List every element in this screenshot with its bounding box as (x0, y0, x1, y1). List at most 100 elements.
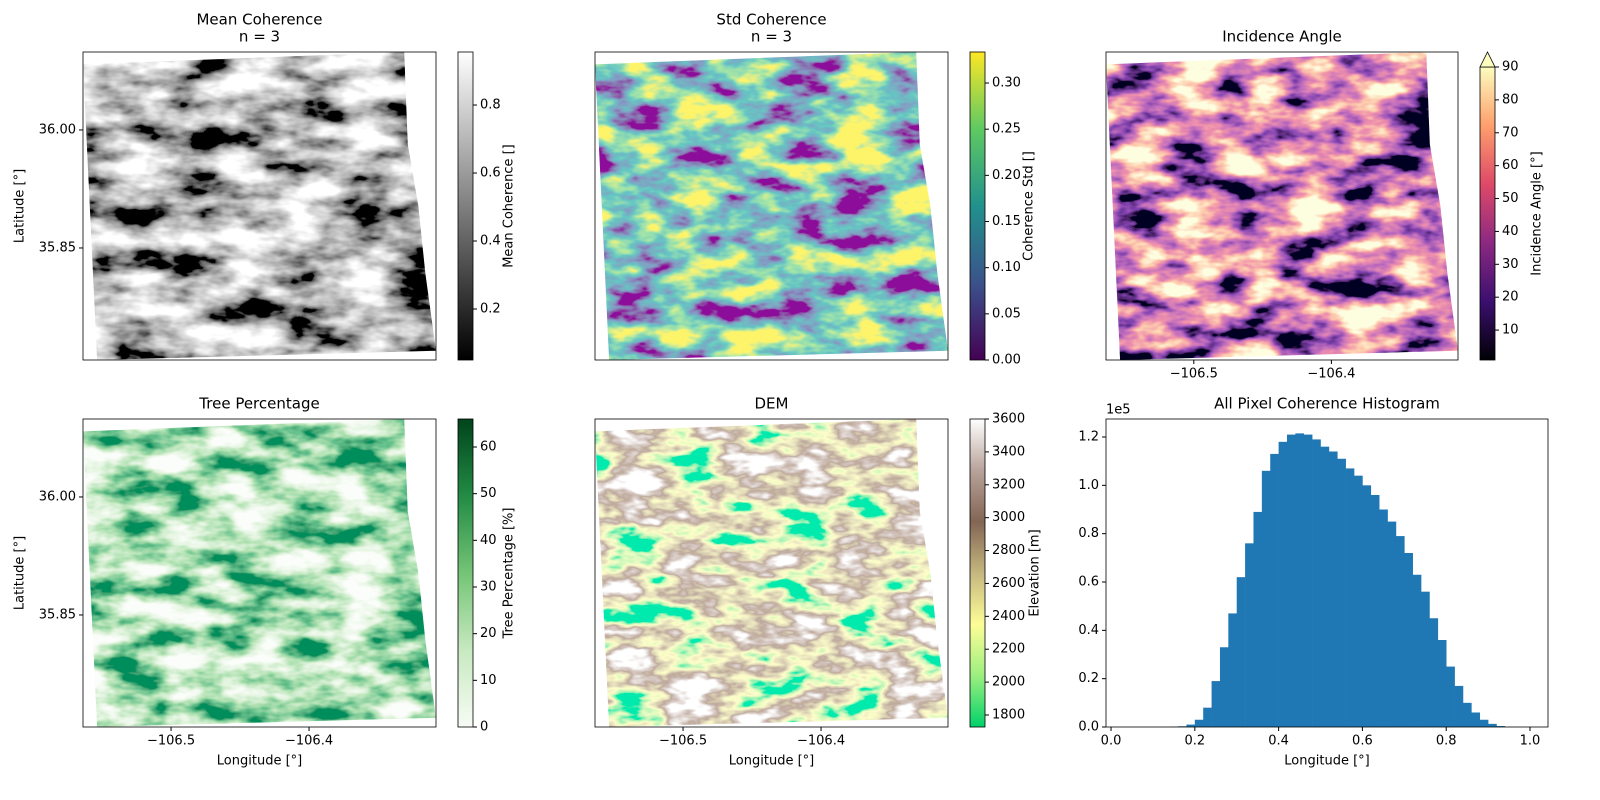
colorbar-tick-label: 50 (1502, 191, 1519, 206)
colorbar-tick-label: 0.8 (480, 98, 501, 113)
colorbar-label: Mean Coherence [] (502, 144, 517, 268)
histogram-bar (1303, 434, 1313, 727)
colorbar-tick-label: 0.4 (480, 234, 501, 249)
histogram-bar (1278, 441, 1288, 727)
histogram-bar (1253, 511, 1263, 727)
colorbar-tick-label: 0.05 (992, 306, 1021, 321)
colorbar-tick-label: 2600 (992, 576, 1025, 591)
y-axis-label: Latitude [°] (13, 169, 28, 243)
histogram-bar (1219, 647, 1229, 727)
y-tick-label: 36.00 (39, 122, 76, 137)
raster-image (1106, 52, 1458, 360)
y-tick-label: 0.6 (1078, 575, 1099, 590)
colorbar-tick-label: 30 (480, 580, 497, 595)
histogram-bar (1245, 543, 1254, 727)
colorbar-tick-label: 0.25 (992, 122, 1021, 137)
histogram-bar (1379, 509, 1388, 727)
colorbar-tick-label: 30 (1502, 257, 1519, 272)
chart-title: Incidence Angle (1222, 28, 1342, 46)
x-tick-label: −106.5 (1170, 367, 1218, 382)
x-axis-label: Longitude [°] (729, 754, 814, 769)
colorbar-tick-label: 40 (480, 533, 497, 548)
colorbar-tick-label: 0.20 (992, 168, 1021, 183)
colorbar-tick-label: 3400 (992, 444, 1025, 459)
histogram-bar (1261, 470, 1271, 727)
colorbar-tick-label: 50 (480, 486, 497, 501)
chart-subtitle: n = 3 (239, 28, 280, 46)
histogram-bar (1211, 681, 1221, 727)
raster-image (83, 52, 436, 360)
colorbar-tick-label: 2000 (992, 675, 1025, 690)
axes-frame (82, 51, 437, 361)
colorbar-tick-label: 1800 (992, 707, 1025, 722)
colorbar-tick-label: 2200 (992, 642, 1025, 657)
colorbar (969, 51, 986, 361)
histogram-bar (1446, 666, 1455, 727)
x-tick-label: −106.4 (797, 734, 845, 749)
colorbar-tick-label: 3000 (992, 510, 1025, 525)
y-tick-label: 35.85 (39, 240, 76, 255)
colorbar-tick-label: 40 (1502, 224, 1519, 239)
colorbar-tick-label: 0.15 (992, 214, 1021, 229)
colorbar-tick-label: 10 (1502, 323, 1519, 338)
y-tick-label: 0.2 (1078, 671, 1099, 686)
histogram-bar (1454, 685, 1464, 727)
y-tick-label: 36.00 (39, 489, 76, 504)
histogram-bar (1412, 574, 1422, 727)
y-tick-label: 0.0 (1078, 720, 1099, 735)
histogram-bar (1286, 434, 1296, 727)
y-tick-label: 1.2 (1078, 430, 1099, 445)
axes-frame (594, 51, 949, 361)
x-axis-label: Longitude [°] (1284, 754, 1369, 769)
raster-image (595, 52, 948, 360)
histogram-bar (1312, 439, 1321, 727)
colorbar-tick-label: 20 (1502, 290, 1519, 305)
histogram-bar (1337, 458, 1346, 727)
chart-title: DEM (755, 395, 789, 413)
histogram-bar (1354, 475, 1363, 727)
colorbar-label: Coherence Std [] (1022, 151, 1037, 261)
histogram-bar (1429, 618, 1439, 727)
y-tick-label: 0.4 (1078, 623, 1099, 638)
chart-title: Mean Coherence (196, 11, 322, 29)
x-tick-label: 0.2 (1184, 734, 1205, 749)
histogram-bar (1228, 613, 1238, 727)
colorbar-tick-label: 60 (480, 440, 497, 455)
colorbar (457, 418, 474, 728)
histogram-bar (1320, 446, 1330, 727)
x-axis-label: Longitude [°] (217, 754, 302, 769)
x-tick-label: −106.4 (285, 734, 333, 749)
colorbar-label: Elevation [m] (1028, 529, 1043, 616)
colorbar-tick-label: 10 (480, 673, 497, 688)
colorbar-tick-label: 0.2 (480, 302, 501, 317)
histogram-bar (1203, 707, 1212, 727)
colorbar (969, 418, 986, 728)
colorbar-tick-label: 2800 (992, 543, 1025, 558)
histogram-bar (1194, 719, 1204, 727)
colorbar-tick-label: 2400 (992, 609, 1025, 624)
x-tick-label: −106.5 (147, 734, 195, 749)
colorbar-tick-label: 20 (480, 626, 497, 641)
axes-frame (82, 418, 437, 728)
colorbar-tick-label: 0.30 (992, 76, 1021, 91)
y-tick-label: 1.0 (1078, 478, 1099, 493)
x-tick-label: 0.8 (1436, 734, 1457, 749)
histogram-bar (1387, 521, 1397, 727)
histogram-bar (1404, 553, 1413, 727)
colorbar-label: Tree Percentage [%] (502, 508, 517, 640)
x-tick-label: −106.4 (1307, 367, 1355, 382)
x-tick-label: 0.0 (1101, 734, 1122, 749)
histogram-bar (1395, 536, 1405, 727)
chart-subtitle: n = 3 (751, 28, 792, 46)
y-tick-label: 35.85 (39, 607, 76, 622)
histogram-bar (1362, 485, 1372, 727)
histogram-bar (1328, 451, 1338, 727)
axes-frame (594, 418, 949, 728)
colorbar-tick-label: 0 (480, 720, 488, 735)
colorbar-label: Incidence Angle [°] (1530, 151, 1545, 275)
offset-text: 1e5 (1106, 403, 1131, 418)
y-tick-label: 0.8 (1078, 526, 1099, 541)
colorbar (1479, 66, 1496, 361)
x-tick-label: 1.0 (1520, 734, 1541, 749)
